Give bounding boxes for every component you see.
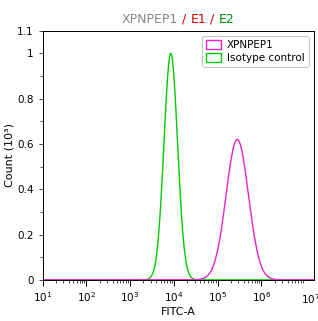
- Text: E1: E1: [190, 13, 206, 26]
- Text: XPNPEP1: XPNPEP1: [122, 13, 178, 26]
- X-axis label: FITC-A: FITC-A: [161, 307, 196, 317]
- Text: E2: E2: [218, 13, 234, 26]
- Text: /: /: [206, 13, 218, 26]
- Y-axis label: Count (10³): Count (10³): [4, 123, 14, 187]
- Text: $10^{7.2}$: $10^{7.2}$: [301, 292, 318, 306]
- Legend: XPNPEP1, Isotype control: XPNPEP1, Isotype control: [202, 36, 309, 67]
- Text: /: /: [178, 13, 190, 26]
